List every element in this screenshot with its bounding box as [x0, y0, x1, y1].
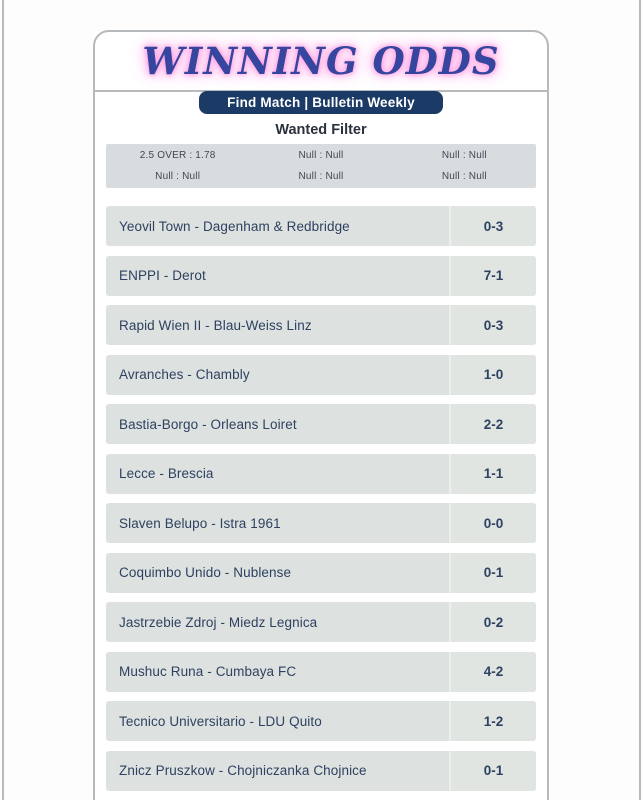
match-row[interactable]: Slaven Belupo - Istra 1961 0-0: [106, 503, 536, 543]
filter-cell-6[interactable]: Null : Null: [441, 171, 487, 182]
match-fixture: Slaven Belupo - Istra 1961: [119, 515, 281, 531]
wanted-filter-box: 2.5 OVER : 1.78 Null : Null Null : Null …: [106, 144, 536, 188]
match-row[interactable]: Yeovil Town - Dagenham & Redbridge 0-3: [106, 206, 536, 246]
match-row[interactable]: Avranches - Chambly 1-0: [106, 354, 536, 395]
filter-cell-4[interactable]: Null : Null: [155, 171, 201, 182]
match-score: 0-3: [449, 305, 536, 345]
match-row[interactable]: Jastrzebie Zdroj - Miedz Legnica 0-2: [106, 602, 536, 642]
match-row[interactable]: Mushuc Runa - Cumbaya FC 4-2: [106, 651, 536, 692]
match-fixture: Rapid Wien II - Blau-Weiss Linz: [119, 317, 312, 333]
match-fixture: Yeovil Town - Dagenham & Redbridge: [119, 218, 350, 234]
match-row[interactable]: Bastia-Borgo - Orleans Loiret 2-2: [106, 404, 536, 444]
match-score: 0-2: [449, 602, 536, 642]
match-row[interactable]: Znicz Pruszkow - Chojniczanka Chojnice 0…: [106, 750, 536, 791]
match-score: 2-2: [449, 404, 536, 444]
match-score: 7-1: [449, 255, 536, 296]
filter-cell-5[interactable]: Null : Null: [298, 171, 344, 182]
filter-cell-1[interactable]: 2.5 OVER : 1.78: [139, 150, 216, 161]
match-fixture: Mushuc Runa - Cumbaya FC: [119, 664, 297, 679]
match-row[interactable]: Tecnico Universitario - LDU Quito 1-2: [106, 701, 536, 741]
match-row[interactable]: Rapid Wien II - Blau-Weiss Linz 0-3: [106, 305, 536, 345]
match-fixture: Znicz Pruszkow - Chojniczanka Chojnice: [119, 763, 367, 778]
filter-cell-3[interactable]: Null : Null: [441, 150, 487, 161]
match-fixture: Avranches - Chambly: [119, 367, 250, 382]
match-score: 4-2: [449, 651, 536, 692]
page-title: WINNING ODDS: [142, 39, 500, 83]
match-fixture: Tecnico Universitario - LDU Quito: [119, 713, 322, 729]
match-score: 1-1: [449, 453, 536, 494]
find-match-bulletin-button[interactable]: Find Match | Bulletin Weekly: [199, 91, 443, 114]
match-score: 0-1: [449, 750, 536, 791]
match-row[interactable]: Coquimbo Unido - Nublense 0-1: [106, 552, 536, 593]
match-score: 0-1: [449, 552, 536, 593]
match-fixture: Lecce - Brescia: [119, 466, 214, 481]
app-card: WINNING ODDS Find Match | Bulletin Weekl…: [93, 30, 549, 800]
nav-tab-wrap: Find Match | Bulletin Weekly: [95, 91, 547, 114]
card-header: WINNING ODDS: [95, 32, 547, 92]
match-score: 0-3: [449, 206, 536, 246]
match-fixture: Bastia-Borgo - Orleans Loiret: [119, 416, 297, 432]
match-score: 1-0: [449, 354, 536, 395]
match-fixture: Coquimbo Unido - Nublense: [119, 565, 292, 580]
filter-title: Wanted Filter: [275, 122, 367, 138]
match-score: 1-2: [449, 701, 536, 741]
filter-cell-2[interactable]: Null : Null: [298, 150, 344, 161]
match-fixture: Jastrzebie Zdroj - Miedz Legnica: [119, 614, 318, 630]
match-row[interactable]: ENPPI - Derot 7-1: [106, 255, 536, 296]
screen-edge-left: [2, 0, 4, 800]
match-score: 0-0: [449, 503, 536, 543]
match-list: Yeovil Town - Dagenham & Redbridge 0-3 E…: [95, 206, 547, 800]
match-row[interactable]: Lecce - Brescia 1-1: [106, 453, 536, 494]
match-fixture: ENPPI - Derot: [119, 268, 206, 283]
screen-edge-right: [639, 0, 641, 800]
